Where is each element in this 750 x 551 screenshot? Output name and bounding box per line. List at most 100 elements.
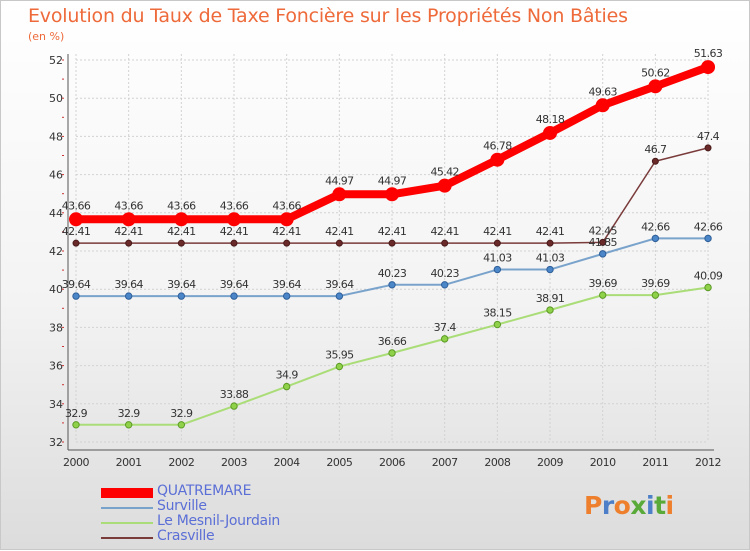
y-tick-label: 32 — [49, 436, 63, 449]
data-label: 39.64 — [220, 278, 249, 291]
data-point — [440, 281, 449, 289]
y-tick-label: 50 — [49, 92, 63, 105]
data-point — [282, 292, 291, 300]
data-label: 39.64 — [272, 278, 301, 291]
data-label: 48.18 — [536, 113, 565, 126]
data-label: 46.7 — [644, 143, 667, 156]
data-point — [174, 212, 189, 227]
logo-letter: i — [646, 491, 655, 520]
data-label: 36.66 — [378, 335, 407, 348]
x-tick-label: 2005 — [326, 456, 352, 469]
x-tick-label: 2011 — [642, 456, 668, 469]
data-label: 42.41 — [114, 225, 143, 238]
data-point — [69, 212, 83, 227]
data-label: 46.78 — [483, 140, 512, 153]
data-label: 47.4 — [697, 130, 720, 143]
legend-item-quatremare: QUATREMARE — [101, 484, 361, 500]
data-point — [177, 292, 186, 300]
data-point — [124, 292, 133, 300]
data-label: 51.63 — [694, 47, 723, 60]
x-tick-label: 2000 — [63, 456, 89, 469]
legend-label: Crasville — [157, 528, 215, 544]
data-point — [332, 187, 347, 202]
data-labels: 32.9 32.9 32.9 33.88 34.9 35.95 36.66 37.4 38.15… — [62, 47, 724, 420]
data-point — [335, 292, 344, 300]
data-point — [490, 152, 505, 167]
data-label: 32.9 — [65, 407, 88, 420]
data-point — [282, 382, 291, 391]
logo-letter: t — [654, 491, 666, 520]
data-label: 38.15 — [483, 307, 512, 320]
data-label: 39.69 — [641, 277, 670, 290]
data-point — [493, 320, 502, 329]
data-point — [543, 125, 558, 140]
legend-swatch — [101, 487, 153, 498]
data-label: 38.91 — [536, 292, 565, 305]
data-point — [283, 239, 291, 247]
y-tick-label: 40 — [49, 283, 63, 296]
data-label: 49.63 — [588, 85, 617, 98]
data-label: 42.45 — [588, 224, 617, 237]
data-point — [493, 239, 501, 247]
data-point — [388, 239, 396, 247]
legend-item-le-mesnil-jourdain: Le Mesnil-Jourdain — [101, 514, 361, 530]
y-tick-label: 34 — [49, 398, 63, 411]
data-label: 42.41 — [536, 225, 565, 238]
data-point — [177, 239, 185, 247]
proxiti-logo: Proxiti — [584, 491, 674, 520]
data-label: 37.4 — [434, 321, 457, 334]
legend-swatch — [101, 521, 153, 524]
data-label: 42.41 — [167, 225, 196, 238]
data-label: 42.41 — [220, 225, 249, 238]
data-label: 41.03 — [483, 252, 512, 265]
data-label: 41.03 — [536, 252, 565, 265]
data-label: 40.23 — [430, 267, 459, 280]
data-point — [441, 239, 449, 247]
y-tick-label: 46 — [49, 169, 63, 182]
y-tick-label: 44 — [49, 207, 63, 220]
y-tick-label: 38 — [49, 321, 63, 334]
data-point — [388, 281, 396, 289]
data-point — [335, 239, 343, 247]
x-tick-label: 2010 — [590, 456, 616, 469]
data-point — [595, 98, 610, 113]
data-label: 42.41 — [325, 225, 354, 238]
data-point — [704, 283, 712, 292]
data-point — [125, 239, 133, 247]
data-point — [335, 362, 344, 371]
x-tick-label: 2009 — [537, 456, 563, 469]
data-label: 43.66 — [167, 199, 196, 212]
data-label: 40.23 — [378, 267, 407, 280]
logo-letter: i — [665, 491, 675, 520]
data-label: 42.41 — [378, 225, 407, 238]
x-tick-label: 2002 — [168, 456, 194, 469]
data-point — [230, 402, 238, 410]
data-point — [385, 187, 400, 202]
data-label: 44.97 — [325, 174, 354, 187]
y-tick-label: 48 — [49, 130, 63, 143]
data-label: 39.64 — [325, 278, 354, 291]
data-label: 43.66 — [62, 199, 91, 212]
y-tick-label: 36 — [49, 360, 63, 373]
data-point — [493, 265, 502, 274]
data-label: 32.9 — [118, 407, 141, 420]
unit-label: (en %) — [28, 30, 65, 43]
data-label: 42.41 — [430, 225, 459, 238]
data-label: 43.66 — [114, 199, 143, 212]
data-label: 42.41 — [272, 225, 301, 238]
data-label: 33.88 — [220, 388, 249, 401]
data-label: 45.42 — [430, 166, 459, 179]
data-point — [72, 239, 80, 247]
data-label: 39.64 — [167, 278, 196, 291]
data-point — [230, 292, 238, 300]
logo-letter: P — [584, 491, 602, 520]
legend-item-crasville: Crasville — [101, 528, 361, 545]
data-point — [227, 212, 242, 227]
data-point — [121, 212, 136, 227]
data-label: 35.95 — [325, 349, 354, 362]
chart-title: Evolution du Taux de Taxe Foncière sur l… — [28, 5, 628, 27]
data-point — [177, 421, 186, 429]
data-label: 50.62 — [641, 66, 670, 79]
